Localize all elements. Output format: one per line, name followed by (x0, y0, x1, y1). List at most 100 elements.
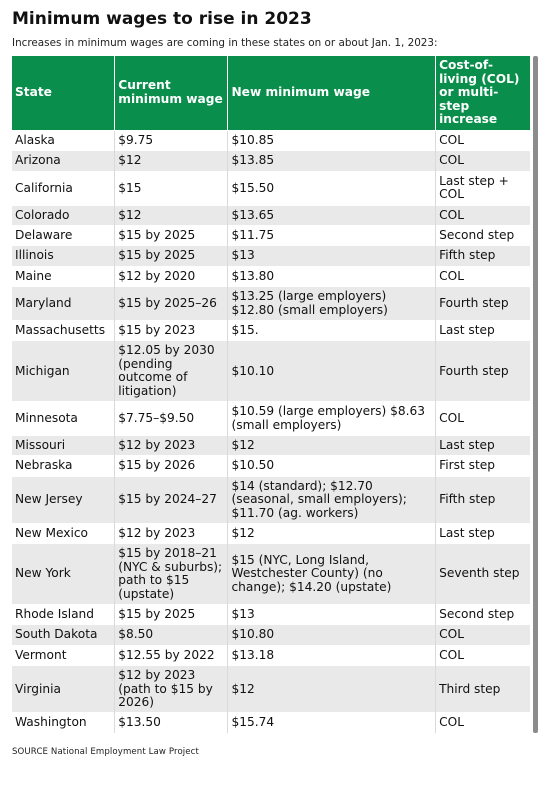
cell-current-wage: $7.75–$9.50 (114, 401, 228, 436)
cell-new-wage: $13.18 (227, 644, 436, 666)
cell-current-wage: $12 (114, 150, 228, 172)
cell-new-wage: $12 (227, 522, 436, 544)
cell-new-wage: $10.59 (large employers) $8.63 (small em… (227, 401, 436, 436)
table-row: Massachusetts $15 by 2023 $15. Last step (12, 320, 530, 341)
cell-current-wage: $15 by 2025–26 (114, 286, 228, 321)
header-row: State Current minimum wage New minimum w… (12, 56, 530, 131)
cell-new-wage: $15. (227, 320, 436, 341)
table-row: New Mexico $12 by 2023 $12 Last step (12, 522, 530, 544)
cell-state: Maryland (12, 286, 115, 321)
cell-increase-type: Second step (435, 603, 530, 625)
cell-new-wage: $15.74 (227, 712, 436, 733)
cell-state: Washington (12, 712, 115, 733)
table-row: South Dakota $8.50 $10.80 COL (12, 624, 530, 646)
cell-current-wage: $12 by 2020 (114, 265, 228, 287)
cell-state: Virginia (12, 665, 115, 713)
cell-new-wage: $10.50 (227, 455, 436, 477)
table-scroll-area[interactable]: State Current minimum wage New minimum w… (12, 56, 538, 733)
cell-increase-type: Last step (435, 522, 530, 544)
cell-increase-type: COL (435, 204, 530, 226)
table-row: Virginia $12 by 2023 (path to $15 by 2026… (12, 665, 530, 713)
table-row: California $15 $15.50 Last step + COL (12, 170, 530, 206)
table-row: Delaware $15 by 2025 $11.75 Second step (12, 225, 530, 246)
cell-increase-type: Fourth step (435, 340, 530, 402)
cell-state: Maine (12, 265, 115, 287)
cell-state: Missouri (12, 434, 115, 456)
table-body: Alaska $9.75 $10.85 COL Arizona $12 $13.85 COL C… (12, 129, 530, 733)
table-row: Maryland $15 by 2025–26 $13.25 (large empl… (12, 286, 530, 321)
cell-increase-type: Second step (435, 225, 530, 246)
column-header-current-wage: Current minimum wage (114, 56, 228, 131)
cell-new-wage: $10.10 (227, 340, 436, 402)
cell-current-wage: $13.50 (114, 712, 228, 733)
source-note: SOURCE National Employment Law Project (12, 746, 199, 757)
table-row: Arizona $12 $13.85 COL (12, 150, 530, 172)
cell-state: Michigan (12, 340, 115, 402)
page-title: Minimum wages to rise in 2023 (12, 9, 312, 29)
table-row: Nebraska $15 by 2026 $10.50 First step (12, 455, 530, 477)
cell-current-wage: $15 by 2024–27 (114, 475, 228, 524)
column-header-state: State (12, 56, 115, 131)
cell-increase-type: COL (435, 401, 530, 436)
table-row: Illinois $15 by 2025 $13 Fifth step (12, 245, 530, 267)
cell-current-wage: $8.50 (114, 624, 228, 646)
cell-new-wage: $13.25 (large employers) $12.80 (small e… (227, 286, 436, 321)
cell-current-wage: $15 by 2026 (114, 455, 228, 477)
cell-increase-type: Fifth step (435, 475, 530, 524)
cell-current-wage: $12.55 by 2022 (114, 644, 228, 666)
cell-increase-type: Last step (435, 434, 530, 456)
cell-new-wage: $15 (NYC, Long Island, Westchester Count… (227, 543, 436, 605)
table-row: Colorado $12 $13.65 COL (12, 204, 530, 226)
cell-state: Massachusetts (12, 320, 115, 341)
cell-increase-type: Fifth step (435, 245, 530, 267)
table-row: Vermont $12.55 by 2022 $13.18 COL (12, 644, 530, 666)
cell-new-wage: $12 (227, 665, 436, 713)
cell-state: Illinois (12, 245, 115, 267)
cell-current-wage: $12 by 2023 (114, 522, 228, 544)
wage-table: State Current minimum wage New minimum w… (12, 56, 530, 733)
cell-increase-type: COL (435, 129, 530, 151)
table-row: Rhode Island $15 by 2025 $13 Second step (12, 603, 530, 625)
graphic-container: Minimum wages to rise in 2023 Increases … (12, 9, 538, 757)
table-row: New York $15 by 2018–21 (NYC & suburbs); … (12, 543, 530, 605)
cell-new-wage: $11.75 (227, 225, 436, 246)
cell-increase-type: COL (435, 150, 530, 172)
cell-state: Rhode Island (12, 603, 115, 625)
cell-increase-type: COL (435, 265, 530, 287)
cell-increase-type: Last step (435, 320, 530, 341)
cell-current-wage: $15 by 2025 (114, 603, 228, 625)
cell-new-wage: $10.85 (227, 129, 436, 151)
column-header-increase-type: Cost-of-living (COL) or multi-step incre… (435, 56, 530, 131)
cell-current-wage: $9.75 (114, 129, 228, 151)
table-row: Maine $12 by 2020 $13.80 COL (12, 265, 530, 287)
cell-new-wage: $13.85 (227, 150, 436, 172)
table-row: Minnesota $7.75–$9.50 $10.59 (large employ… (12, 401, 530, 436)
scrollbar[interactable] (533, 56, 538, 733)
cell-new-wage: $14 (standard); $12.70 (seasonal, small … (227, 475, 436, 524)
cell-increase-type: COL (435, 624, 530, 646)
cell-new-wage: $13.80 (227, 265, 436, 287)
cell-state: Colorado (12, 204, 115, 226)
cell-state: New Jersey (12, 475, 115, 524)
cell-increase-type: COL (435, 712, 530, 733)
cell-current-wage: $12 (114, 204, 228, 226)
cell-state: Alaska (12, 129, 115, 151)
cell-increase-type: Fourth step (435, 286, 530, 321)
cell-current-wage: $12 by 2023 (114, 434, 228, 456)
cell-increase-type: First step (435, 455, 530, 477)
cell-current-wage: $15 by 2018–21 (NYC & suburbs); path to … (114, 543, 228, 605)
table-row: New Jersey $15 by 2024–27 $14 (standard); … (12, 475, 530, 524)
table-row: Michigan $12.05 by 2030 (pending outcome … (12, 340, 530, 402)
table-row: Washington $13.50 $15.74 COL (12, 712, 530, 733)
cell-increase-type: Seventh step (435, 543, 530, 605)
cell-increase-type: Third step (435, 665, 530, 713)
cell-current-wage: $12.05 by 2030 (pending outcome of litig… (114, 340, 228, 402)
cell-new-wage: $13.65 (227, 204, 436, 226)
cell-current-wage: $15 by 2025 (114, 245, 228, 267)
cell-increase-type: Last step + COL (435, 170, 530, 206)
cell-state: Nebraska (12, 455, 115, 477)
cell-state: Arizona (12, 150, 115, 172)
cell-state: Minnesota (12, 401, 115, 436)
table-row: Alaska $9.75 $10.85 COL (12, 129, 530, 151)
cell-new-wage: $10.80 (227, 624, 436, 646)
